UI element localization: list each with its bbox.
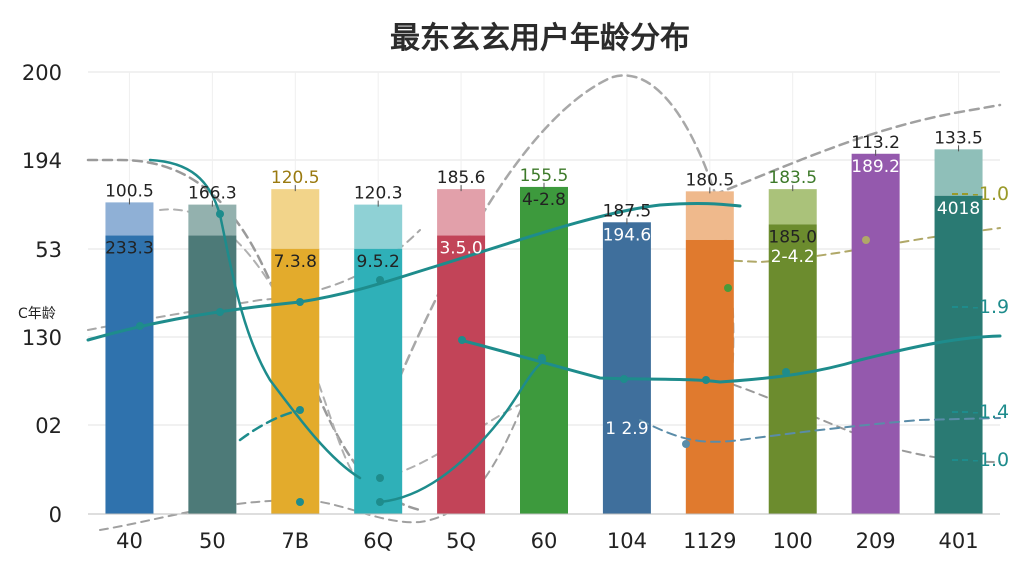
- line-marker: [782, 368, 790, 376]
- bar: [105, 235, 154, 515]
- bar: [768, 224, 817, 515]
- line-marker: [296, 298, 304, 306]
- bar: [437, 235, 486, 515]
- x-tick-label: 209: [856, 529, 896, 553]
- trend-line-olive: [719, 227, 1001, 264]
- right-tick-label: -1.4: [972, 401, 1009, 423]
- bar-inner-label: 189.2: [851, 157, 900, 177]
- right-tick-label: -1.0: [972, 449, 1009, 471]
- x-tick-label: 401: [938, 529, 978, 553]
- bar-top-segment: [354, 204, 403, 249]
- bar: [188, 235, 237, 515]
- trend-line-teal-5: [148, 158, 362, 480]
- bar-top-label: 120.5: [271, 168, 320, 188]
- data-labels: 100.5 233.3 166.3 120.5 7.3.8 120.3 9.5.2 185.6…: [105, 128, 983, 439]
- bar-top-segment: [685, 191, 734, 240]
- line-marker: [216, 308, 224, 316]
- bar: [934, 195, 983, 514]
- bar-top-label: 133.5: [934, 128, 983, 148]
- line-marker: [136, 322, 144, 330]
- y-tick-label: 130: [22, 326, 62, 350]
- bar: [851, 153, 900, 514]
- line-marker: [620, 375, 628, 383]
- bar-top-label: 113.2: [851, 133, 900, 153]
- bar-top-label: 185.6: [437, 168, 486, 188]
- right-tick-label: -1.0: [972, 183, 1009, 205]
- y-tick-label: 53: [35, 238, 62, 262]
- bar-top-segment: [271, 189, 320, 249]
- bar-inner-label: 7.3.8: [274, 252, 317, 272]
- line-marker: [296, 498, 304, 506]
- bar-top-label: 183.5: [768, 168, 817, 188]
- bar-inner-label: 9.5.2: [357, 252, 400, 272]
- x-tick-label: 60: [531, 529, 558, 553]
- trend-line-blue: [639, 417, 1001, 443]
- annotation-label: 1 2.9: [605, 419, 648, 439]
- annotation-label: 2-4.2: [771, 247, 815, 267]
- bar-top-label: 166.3: [188, 184, 237, 204]
- trend-line-teal-1: [86, 201, 742, 342]
- x-tick-label: 100: [773, 529, 813, 553]
- y-tick-label: 200: [22, 61, 62, 85]
- bar-top-label: 100.5: [105, 181, 154, 201]
- line-marker: [216, 210, 224, 218]
- x-tick-label: 6Q: [363, 529, 393, 553]
- x-tick-label: 104: [607, 529, 647, 553]
- y-tick-label: 194: [22, 149, 62, 173]
- right-tick-label: -1.9: [972, 296, 1009, 318]
- line-marker: [376, 474, 384, 482]
- bar-top-segment: [934, 149, 983, 196]
- bar-top-segment: [437, 189, 486, 236]
- x-tick-label: 7B: [281, 529, 309, 553]
- x-tick-label: 40: [116, 529, 143, 553]
- trend-line-teal-4: [378, 358, 547, 504]
- axes: 200 194 53 130 02 0 40 50 7B 6Q 5Q 60 104 1129 100 209 4…: [22, 61, 1009, 553]
- trend-line-teal-3: [238, 408, 302, 442]
- bar-inner-label: 194.6: [603, 225, 652, 245]
- x-tick-label: 1129: [683, 529, 736, 553]
- y-tick-label: 0: [49, 503, 62, 527]
- line-marker: [538, 354, 546, 362]
- bar-top-segment: [768, 189, 817, 225]
- bar-top-segment: [188, 204, 237, 236]
- bar-inner-label: 3.5.0: [439, 239, 482, 259]
- bar-top-segment: [105, 202, 154, 236]
- bar-top-label: 187.5: [603, 201, 652, 221]
- bar: [602, 222, 651, 514]
- line-marker: [702, 376, 710, 384]
- bar-top-label: 180.5: [685, 170, 734, 190]
- bar: [685, 239, 734, 514]
- bar-inner-label: 185.0: [768, 227, 817, 247]
- line-marker: [682, 440, 690, 448]
- x-tick-label: 50: [199, 529, 226, 553]
- line-marker: [376, 276, 384, 284]
- trend-line-gray-7: [99, 359, 541, 531]
- line-marker: [458, 336, 466, 344]
- x-tick-label: 5Q: [446, 529, 476, 553]
- bar-top-label: 120.3: [354, 184, 403, 204]
- y-axis-label: C年龄: [18, 306, 56, 322]
- bar: [354, 248, 403, 515]
- line-marker: [862, 236, 870, 244]
- bar: [271, 248, 320, 515]
- bar-inner-label: 4018: [937, 199, 980, 219]
- bars: [105, 145, 983, 515]
- bar-inner-label: 233.3: [105, 239, 154, 259]
- bar-inner-label: 4-2.8: [522, 190, 566, 210]
- line-marker: [724, 284, 732, 292]
- trend-lines-front: [86, 158, 1002, 506]
- bar: [520, 186, 568, 515]
- bar-top-label: 155.5: [520, 166, 569, 186]
- y-tick-label: 02: [35, 414, 62, 438]
- line-marker: [376, 498, 384, 506]
- trend-line-gray-3: [698, 103, 1002, 202]
- chart-title: 最东玄玄用户年龄分布: [390, 21, 690, 56]
- line-marker: [296, 406, 304, 414]
